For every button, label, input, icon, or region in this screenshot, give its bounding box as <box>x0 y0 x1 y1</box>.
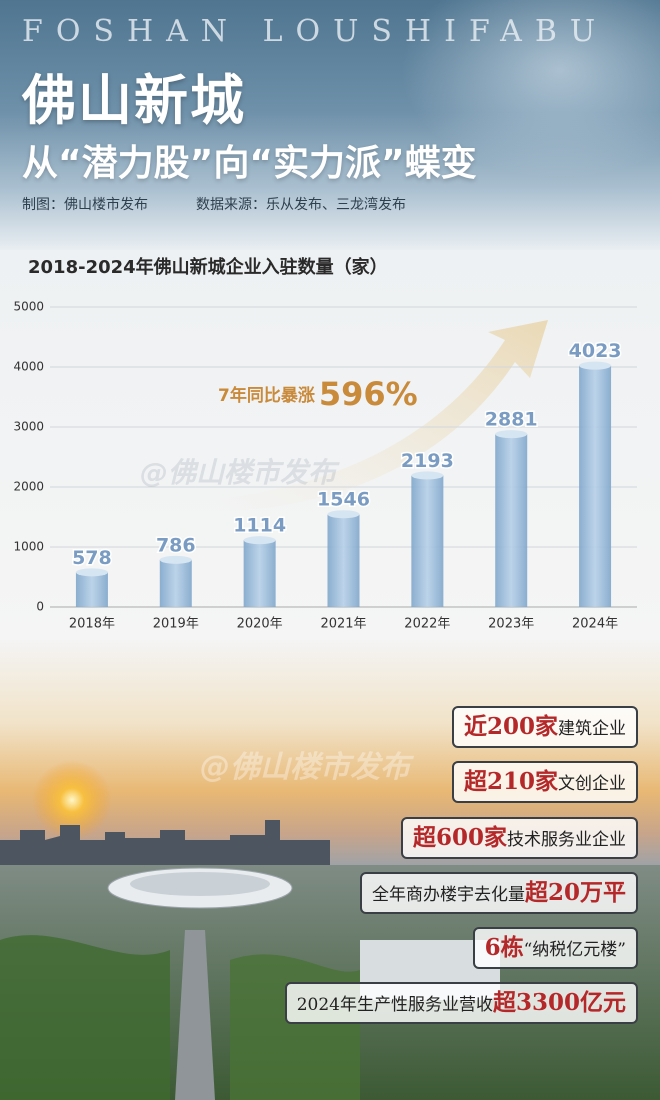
watermark: @佛山楼市发布 <box>140 456 340 489</box>
highlight-box: 超600家技术服务业企业 <box>400 817 638 859</box>
main-title: 佛山新城 <box>22 69 246 132</box>
highlight-text: 技术服务业企业 <box>507 830 626 850</box>
y-tick-label: 2000 <box>13 480 44 494</box>
x-tick-label: 2024年 <box>572 617 618 632</box>
highlight-box: 6栋“纳税亿元楼” <box>472 927 638 969</box>
x-tick-label: 2023年 <box>488 617 534 632</box>
highlight-figure: 近200家 <box>463 713 558 740</box>
y-tick-label: 1000 <box>13 540 44 554</box>
highlight-text: 文创企业 <box>558 774 626 794</box>
maker: 制图：佛山楼市发布 <box>22 197 148 213</box>
x-tick-label: 2021年 <box>320 617 366 632</box>
highlight-text: 2024年生产性服务业营收 <box>296 995 493 1015</box>
x-tick-label: 2022年 <box>404 617 450 632</box>
value-label: 1546 <box>317 489 370 511</box>
trees <box>230 954 360 1100</box>
chart-title: 2018-2024年佛山新城企业入驻数量（家） <box>28 256 388 278</box>
header: FOSHAN LOUSHIFABU 佛山新城 从“潜力股”向“实力派”蝶变 制图… <box>0 0 660 250</box>
bar <box>159 559 192 607</box>
highlight-figure: 超20万平 <box>524 879 626 906</box>
value-label: 2881 <box>485 409 538 431</box>
bar <box>75 572 108 607</box>
value-label: 4023 <box>569 340 622 362</box>
bar <box>411 475 444 607</box>
highlight-box: 全年商办楼宇去化量超20万平 <box>359 872 638 914</box>
bar <box>579 365 612 607</box>
bar-cap <box>579 361 612 370</box>
bar-cap <box>411 471 444 480</box>
highlight-box: 2024年生产性服务业营收超3300亿元 <box>284 982 638 1024</box>
y-tick-label: 4000 <box>13 360 44 374</box>
highlight-figure: 超600家 <box>412 824 507 851</box>
value-label: 578 <box>72 547 112 569</box>
x-tick-label: 2020年 <box>237 617 283 632</box>
trend-arrow <box>200 320 548 512</box>
bar-cap <box>495 430 528 439</box>
highlight-box: 近200家建筑企业 <box>451 706 638 748</box>
annotation-highlight: 596% <box>319 375 418 413</box>
y-tick-label: 0 <box>36 600 44 614</box>
x-tick-label: 2019年 <box>153 617 199 632</box>
value-label: 786 <box>156 534 196 556</box>
annotation-prefix: 7年同比暴涨 <box>218 385 315 406</box>
y-tick-label: 3000 <box>13 420 44 434</box>
watermark: @佛山楼市发布 <box>200 750 410 785</box>
trees <box>0 935 170 1100</box>
bar-cap <box>243 536 276 545</box>
y-tick-label: 5000 <box>13 300 44 314</box>
highlight-text: 全年商办楼宇去化量 <box>371 885 525 905</box>
annotation: 7年同比暴涨 596% <box>218 375 418 413</box>
skyline <box>0 820 330 870</box>
stadium-roof <box>130 872 270 896</box>
highlight-text: 建筑企业 <box>558 719 626 739</box>
bar <box>243 540 276 607</box>
highlight-text: “纳税亿元楼” <box>523 940 626 960</box>
bar-cap <box>159 555 192 564</box>
english-title: FOSHAN LOUSHIFABU <box>22 14 609 49</box>
highlight-box: 超210家文创企业 <box>451 761 638 803</box>
sun <box>32 760 112 840</box>
bar-cap <box>75 568 108 577</box>
subtitle: 从“潜力股”向“实力派”蝶变 <box>22 143 477 184</box>
source: 数据来源：乐从发布、三龙湾发布 <box>196 197 406 213</box>
x-tick-label: 2018年 <box>69 617 115 632</box>
bar <box>327 514 360 607</box>
road <box>175 930 215 1100</box>
chart: 2018-2024年佛山新城企业入驻数量（家） 0 1000 2000 3000 400… <box>0 250 660 640</box>
bar-cap <box>327 510 360 519</box>
value-label: 1114 <box>233 515 286 537</box>
value-label: 2193 <box>401 450 454 472</box>
highlight-figure: 超3300亿元 <box>492 989 626 1016</box>
bar <box>495 434 528 607</box>
highlight-figure: 6栋 <box>484 934 524 961</box>
highlight-figure: 超210家 <box>463 768 558 795</box>
